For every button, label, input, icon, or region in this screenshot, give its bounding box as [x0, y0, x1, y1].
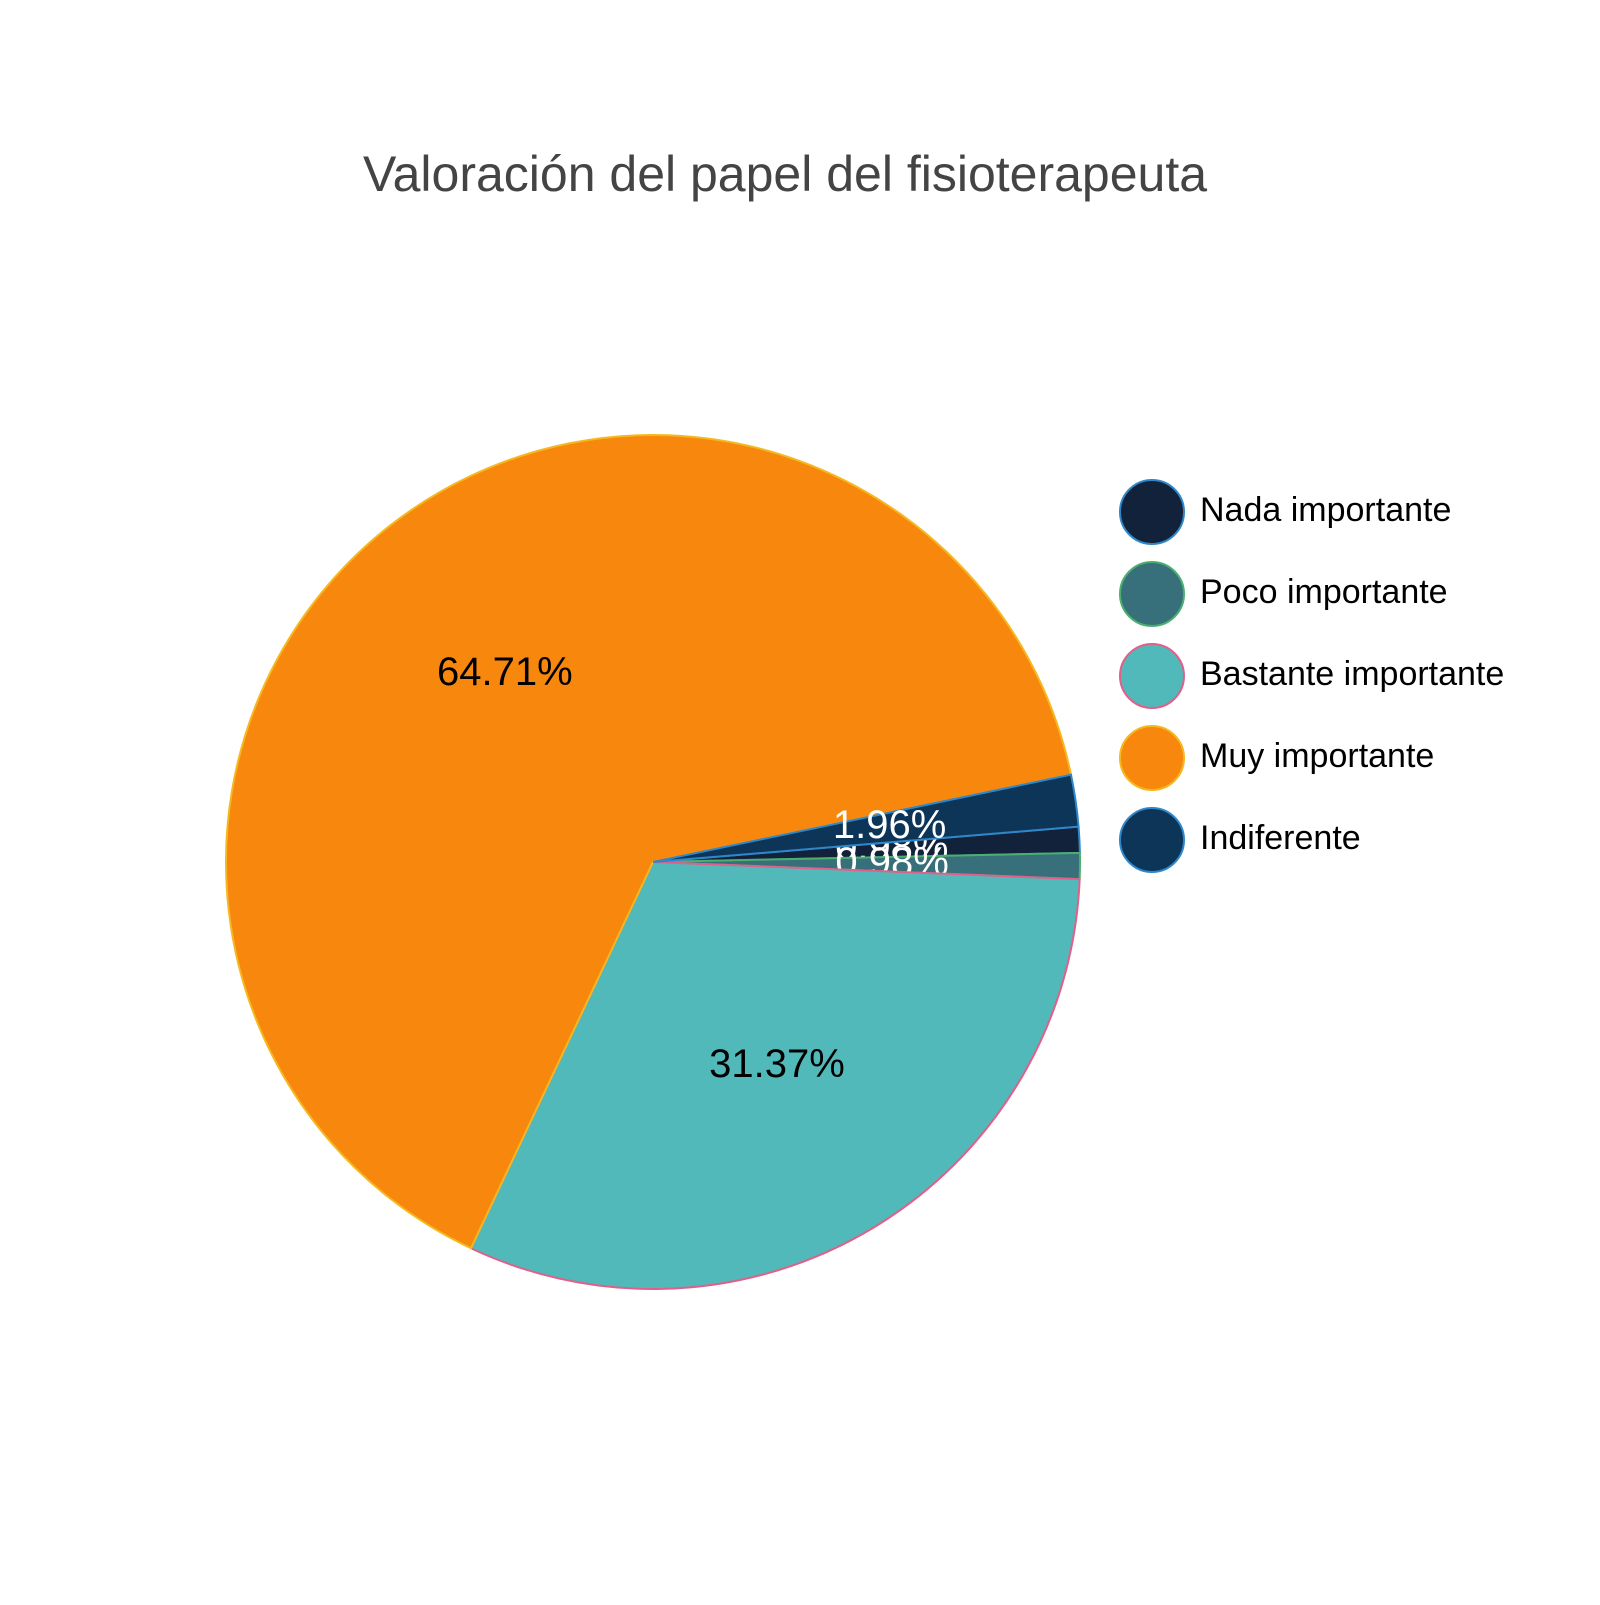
legend-swatch — [1119, 807, 1185, 873]
pie-slice — [469, 860, 1081, 1290]
legend-label: Indiferente — [1200, 819, 1361, 857]
slice-label: 64.71% — [437, 650, 573, 694]
legend-label: Muy importante — [1200, 737, 1434, 775]
slice-label: 31.37% — [709, 1042, 845, 1086]
pie-slice — [652, 773, 1080, 863]
legend-label: Nada importante — [1200, 491, 1451, 529]
pie-slice — [225, 434, 1073, 1250]
slice-label: 1.96% — [833, 803, 946, 847]
legend-swatch — [1119, 643, 1185, 709]
legend-label: Bastante importante — [1200, 655, 1504, 693]
legend-label: Poco importante — [1200, 573, 1448, 611]
legend-swatch — [1119, 561, 1185, 627]
legend-swatch — [1119, 479, 1185, 545]
chart-title: Valoración del papel del fisioterapeuta — [363, 146, 1207, 202]
legend-swatch — [1119, 725, 1185, 791]
